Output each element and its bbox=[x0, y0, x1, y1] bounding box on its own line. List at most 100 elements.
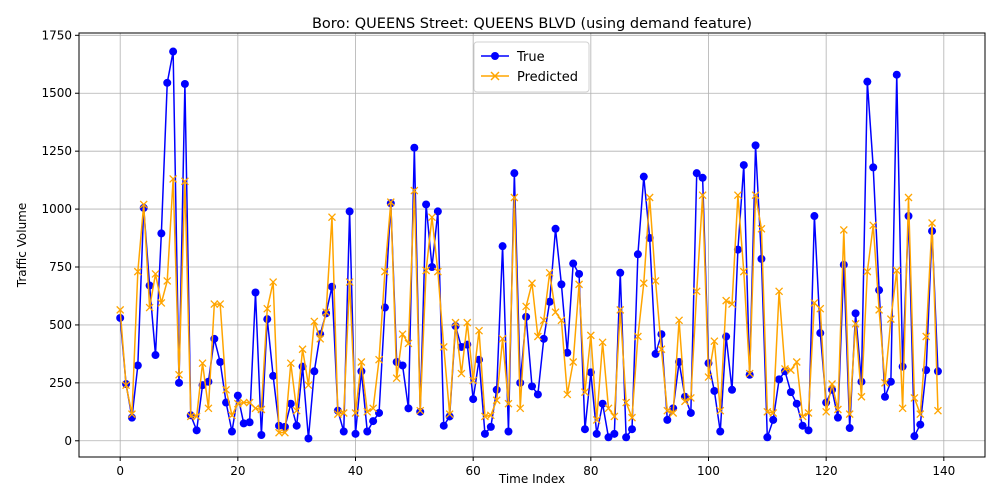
series-true-point bbox=[175, 378, 184, 387]
series-true-point bbox=[292, 421, 301, 430]
series-true-point bbox=[233, 391, 242, 400]
y-tick-label: 0 bbox=[64, 434, 72, 448]
series-predicted-point bbox=[604, 404, 613, 413]
y-tick-label: 750 bbox=[49, 260, 72, 274]
series-true-point bbox=[622, 433, 631, 442]
series-true-point bbox=[192, 426, 201, 435]
series-predicted-point bbox=[763, 407, 772, 416]
series-true-point bbox=[804, 426, 813, 435]
series-true-point bbox=[892, 70, 901, 79]
series-true-point bbox=[692, 169, 701, 178]
series-true-point bbox=[345, 207, 354, 216]
legend: True Predicted bbox=[473, 41, 590, 93]
series-true-point bbox=[898, 362, 907, 371]
series-predicted-point bbox=[492, 396, 501, 405]
series-predicted-point bbox=[304, 381, 313, 390]
y-tick-label: 1000 bbox=[41, 202, 72, 216]
legend-entry-predicted: Predicted bbox=[481, 70, 578, 85]
series-predicted-point bbox=[369, 404, 378, 413]
series-predicted-point bbox=[675, 316, 684, 325]
series-predicted-point bbox=[804, 409, 813, 417]
series-predicted-point bbox=[875, 305, 884, 314]
series-true-point bbox=[639, 172, 648, 181]
series-predicted-point bbox=[210, 300, 219, 309]
series-true-point bbox=[351, 429, 360, 438]
series-true-point bbox=[733, 245, 742, 254]
series-true-point bbox=[875, 286, 884, 295]
series-predicted-point bbox=[198, 359, 207, 368]
series-predicted-point bbox=[163, 276, 172, 285]
series-predicted-point bbox=[216, 300, 225, 309]
series-predicted-point bbox=[533, 332, 542, 341]
series-true-point bbox=[433, 207, 442, 216]
series-true-point bbox=[933, 367, 942, 376]
series-true-point bbox=[245, 418, 254, 427]
chart-title: Boro: QUEENS Street: QUEENS BLVD (using … bbox=[312, 16, 752, 32]
series-predicted-point bbox=[922, 332, 931, 341]
series-predicted-point bbox=[569, 358, 578, 366]
series-predicted-point bbox=[851, 319, 860, 328]
series-predicted-point bbox=[475, 326, 484, 335]
series-predicted-point bbox=[610, 412, 619, 421]
x-tick-label: 20 bbox=[230, 464, 245, 478]
series-predicted-point bbox=[404, 339, 413, 348]
series-predicted-point bbox=[551, 308, 560, 317]
series-true-point bbox=[745, 370, 754, 379]
series-predicted-point bbox=[622, 398, 631, 407]
y-tick-label: 250 bbox=[49, 376, 72, 390]
series-predicted-point bbox=[222, 385, 231, 394]
series-predicted-point bbox=[928, 219, 937, 227]
series-predicted-point bbox=[145, 303, 154, 312]
series-true-point bbox=[686, 408, 695, 417]
series-true-point bbox=[851, 309, 860, 318]
series-true-point bbox=[739, 161, 748, 170]
series-predicted-point bbox=[498, 334, 507, 343]
series-predicted-point bbox=[139, 200, 148, 209]
series-predicted-point bbox=[263, 304, 272, 313]
series-true-point bbox=[580, 425, 589, 434]
series-predicted-point bbox=[751, 191, 760, 200]
series-true-point bbox=[398, 361, 407, 370]
series-predicted-point bbox=[657, 345, 666, 354]
series-predicted-point bbox=[616, 305, 625, 314]
series-true-point bbox=[163, 78, 172, 87]
series-true-point bbox=[657, 330, 666, 339]
series-true-point bbox=[775, 375, 784, 384]
series-true-point bbox=[810, 212, 819, 221]
series-predicted-point bbox=[516, 404, 525, 413]
series-true-point bbox=[786, 388, 795, 397]
series-predicted-point bbox=[363, 407, 372, 416]
series-predicted-point bbox=[728, 300, 736, 309]
series-true-point bbox=[227, 427, 236, 436]
series-predicted-point bbox=[886, 315, 895, 324]
series-true-point bbox=[363, 427, 372, 436]
series-true-point bbox=[633, 250, 642, 259]
series-true-point bbox=[469, 395, 478, 404]
series-predicted-point bbox=[228, 411, 236, 420]
series-true-point bbox=[869, 163, 878, 172]
series-predicted-point bbox=[651, 276, 660, 285]
series-predicted-point bbox=[781, 364, 789, 373]
series-predicted-point bbox=[792, 358, 801, 366]
legend-entry-true: True bbox=[481, 50, 545, 65]
series-true-point bbox=[133, 361, 142, 370]
series-predicted-point bbox=[445, 410, 454, 419]
series-predicted-point bbox=[739, 267, 748, 276]
series-true-point bbox=[251, 288, 260, 297]
series-true-point bbox=[563, 348, 572, 357]
series-predicted-point bbox=[180, 177, 189, 186]
series-predicted-point bbox=[416, 406, 425, 415]
series-true-point bbox=[486, 422, 495, 431]
legend-true-marker-icon bbox=[491, 52, 499, 60]
series-true-point bbox=[304, 434, 313, 443]
series-true-point bbox=[769, 415, 778, 424]
series-predicted-point bbox=[280, 428, 289, 437]
series-true-point bbox=[286, 399, 295, 408]
y-tick-label: 1750 bbox=[41, 28, 72, 42]
series-predicted-point bbox=[775, 287, 784, 296]
tick-layer: 0 20 40 60 80 100 120 140 0 250 500 750 1000 1250 1500… bbox=[41, 28, 955, 478]
x-tick-label: 60 bbox=[466, 464, 481, 478]
x-axis-label: Time Index bbox=[498, 472, 565, 486]
series-predicted-point bbox=[563, 390, 572, 399]
series-true-point bbox=[557, 280, 566, 289]
